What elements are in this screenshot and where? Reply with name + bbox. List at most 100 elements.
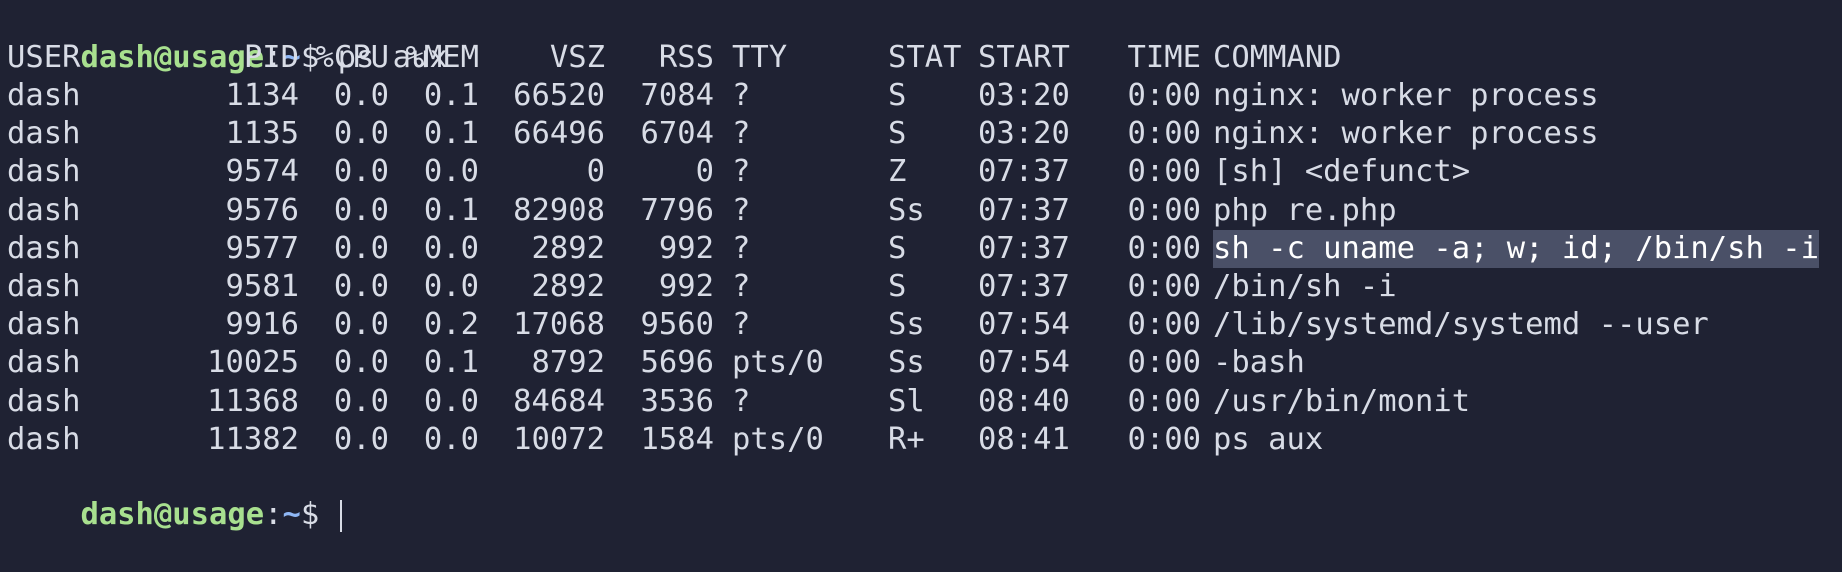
- cell-stat: S: [888, 269, 907, 304]
- cell-start: 08:41: [978, 421, 1070, 457]
- cell-mem: 0.0: [423, 421, 479, 457]
- prompt-line[interactable]: dash@usage:~$: [7, 458, 342, 532]
- prompt-path: ~: [282, 497, 301, 532]
- cell-pid: 9581: [225, 269, 299, 304]
- cell-cpu: 0.0: [333, 154, 389, 190]
- cell-tty: ?: [732, 78, 751, 113]
- cell-vsz: 0: [586, 154, 605, 190]
- cell-time: 0:00: [1127, 421, 1201, 457]
- cell-rss: 992: [658, 269, 714, 304]
- cell-cpu: 0.0: [333, 116, 389, 152]
- table-row: dash 1135 0.0 0.1 66496 6704? S 03:20 0:00 nginx:…: [7, 115, 1837, 153]
- cell-mem: 0.1: [423, 116, 479, 152]
- cell-command: nginx: worker process: [1213, 78, 1599, 113]
- cell-pid: 9574: [225, 154, 299, 190]
- table-row: dash 9581 0.0 0.0 2892 992? S 07:37 0:00/bin/sh …: [7, 268, 1837, 306]
- cell-user: dash: [7, 78, 81, 113]
- cell-stat: S: [888, 116, 907, 152]
- cell-vsz: 2892: [531, 230, 605, 266]
- header-tty: TTY: [732, 40, 788, 75]
- cell-vsz: 84684: [513, 383, 605, 419]
- header-time: TIME: [1127, 40, 1201, 75]
- header-user: USER: [7, 40, 81, 75]
- cell-tty: pts/0: [732, 421, 824, 457]
- cell-pid: 11368: [207, 383, 299, 419]
- cell-vsz: 66496: [513, 116, 605, 152]
- table-row: dash 9576 0.0 0.1 82908 7796? Ss 07:37 0:00 php r…: [7, 192, 1837, 230]
- cell-user: dash: [7, 230, 81, 266]
- cell-time: 0:00: [1127, 78, 1201, 113]
- cell-mem: 0.0: [423, 154, 479, 190]
- cell-time: 0:00: [1127, 269, 1201, 304]
- table-row: dash 10025 0.0 0.1 8792 5696 pts/0 Ss 07:54 0:00-…: [7, 344, 1837, 382]
- cell-start: 03:20: [978, 78, 1070, 113]
- cell-mem: 0.1: [423, 345, 479, 381]
- cell-mem: 0.0: [423, 383, 479, 419]
- cell-stat: Ss: [888, 345, 925, 381]
- cell-pid: 9576: [225, 192, 299, 228]
- cell-pid: 1134: [225, 78, 299, 113]
- cell-command: -bash: [1213, 345, 1305, 381]
- cell-cpu: 0.0: [333, 78, 389, 113]
- cell-vsz: 66520: [513, 78, 605, 113]
- cell-stat: R+: [888, 421, 925, 457]
- cell-user: dash: [7, 345, 81, 381]
- cell-start: 07:37: [978, 269, 1070, 304]
- table-row: dash 9577 0.0 0.0 2892 992? S 07:37 0:00 sh -c un…: [7, 229, 1837, 268]
- selected-command-text[interactable]: sh -c uname -a; w; id; /bin/sh -i: [1213, 229, 1819, 268]
- cell-time: 0:00: [1127, 230, 1201, 266]
- cell-tty: ?: [732, 192, 751, 228]
- cell-rss: 9560: [640, 307, 714, 343]
- cell-user: dash: [7, 192, 81, 228]
- cell-tty: pts/0: [732, 345, 824, 381]
- cell-start: 07:37: [978, 154, 1070, 190]
- cell-command: nginx: worker process: [1213, 116, 1599, 152]
- table-row: dash 9916 0.0 0.2 17068 9560? Ss 07:54 0:00/lib/…: [7, 306, 1837, 344]
- cell-start: 07:54: [978, 345, 1070, 381]
- cell-rss: 3536: [640, 383, 714, 419]
- table-row: dash 9574 0.0 0.0 0 0? Z 07:37 0:00 [sh] <defunct…: [7, 153, 1837, 191]
- header-vsz: VSZ: [549, 40, 605, 75]
- header-start: START: [978, 40, 1070, 75]
- cell-tty: ?: [732, 116, 751, 152]
- cell-user: dash: [7, 116, 81, 152]
- cell-vsz: 17068: [513, 307, 605, 343]
- table-row: dash 11368 0.0 0.0 84684 3536? Sl 08:40 0:00/usr…: [7, 383, 1837, 421]
- cell-mem: 0.0: [423, 230, 479, 266]
- cell-user: dash: [7, 154, 81, 190]
- cell-mem: 0.2: [423, 307, 479, 343]
- cell-cpu: 0.0: [333, 230, 389, 266]
- cell-tty: ?: [732, 154, 751, 190]
- prompt-path: ~: [282, 40, 301, 75]
- prompt-line: dash@usage:~$ ps aux: [7, 1, 447, 75]
- ps-header-row: USER PID %CPU %MEM VSZ RSS TTY STAT STAR…: [7, 39, 1837, 77]
- cell-time: 0:00: [1127, 345, 1201, 381]
- cell-tty: ?: [732, 269, 751, 304]
- cell-vsz: 2892: [531, 269, 605, 304]
- cell-pid: 9577: [225, 230, 299, 266]
- cell-time: 0:00: [1127, 192, 1201, 228]
- cell-rss: 0: [695, 154, 714, 190]
- command-text: ps aux: [337, 40, 448, 75]
- cell-start: 07:54: [978, 307, 1070, 343]
- cell-time: 0:00: [1127, 154, 1201, 190]
- cell-cpu: 0.0: [333, 269, 389, 304]
- cell-start: 08:40: [978, 383, 1070, 419]
- cell-command: /usr/bin/monit: [1213, 383, 1471, 419]
- cell-user: dash: [7, 383, 81, 419]
- cell-vsz: 82908: [513, 192, 605, 228]
- cell-cpu: 0.0: [333, 307, 389, 343]
- terminal-window[interactable]: dash@usage:~$ ps aux USER PID %CPU %MEM …: [0, 0, 1842, 532]
- cell-time: 0:00: [1127, 116, 1201, 152]
- cell-pid: 1135: [225, 116, 299, 152]
- prompt-user-host: dash@usage: [80, 497, 265, 532]
- cell-time: 0:00: [1127, 307, 1201, 343]
- cell-time: 0:00: [1127, 383, 1201, 419]
- cell-vsz: 8792: [531, 345, 605, 381]
- cell-command: php re.php: [1213, 192, 1397, 228]
- prompt-separator: :: [264, 40, 283, 75]
- cell-rss: 7796: [640, 192, 714, 228]
- text-cursor: [339, 499, 342, 532]
- cell-command: [sh] <defunct>: [1213, 154, 1471, 190]
- cell-pid: 10025: [207, 345, 299, 381]
